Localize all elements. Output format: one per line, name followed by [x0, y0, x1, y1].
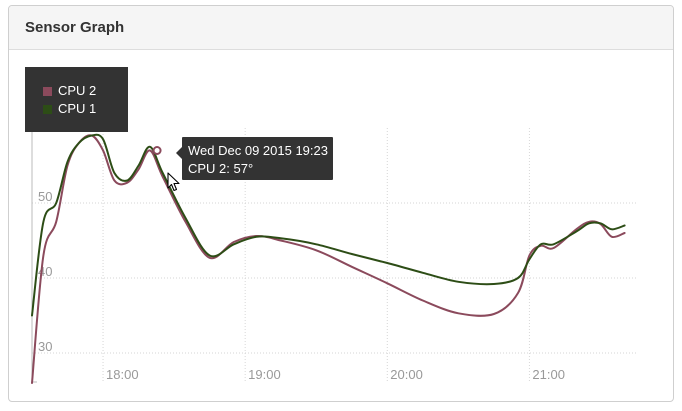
y-tick-label: 30 [38, 339, 52, 354]
chart-highlight [152, 146, 162, 155]
hover-point-marker [152, 146, 162, 155]
legend-swatch-cpu-2 [43, 86, 52, 96]
tooltip-value: CPU 2: 57° [188, 161, 254, 176]
tooltip-timestamp: Wed Dec 09 2015 19:23 [188, 143, 328, 158]
legend-label-cpu-1: CPU 1 [58, 101, 97, 116]
series-line-cpu-1[interactable] [31, 133, 626, 317]
y-tick-label: 50 [38, 189, 52, 204]
chart-tooltip: Wed Dec 09 2015 19:23 CPU 2: 57° [182, 137, 333, 180]
legend-swatch-cpu-1 [43, 104, 52, 114]
tooltip-arrow [176, 147, 182, 159]
chart-series [31, 133, 626, 384]
legend-item-cpu-1[interactable]: CPU 1 [43, 100, 128, 118]
mouse-pointer-icon [167, 172, 180, 192]
x-tick-label: 20:00 [390, 367, 423, 382]
x-tick-label: 18:00 [106, 367, 139, 382]
x-tick-label: 21:00 [532, 367, 565, 382]
chart-grid [32, 128, 636, 383]
x-tick-label: 19:00 [248, 367, 281, 382]
panel-title: Sensor Graph [9, 6, 673, 50]
legend-item-cpu-2[interactable]: CPU 2 [43, 82, 128, 100]
chart-legend: CPU 2 CPU 1 [25, 67, 128, 132]
legend-label-cpu-2: CPU 2 [58, 83, 97, 98]
